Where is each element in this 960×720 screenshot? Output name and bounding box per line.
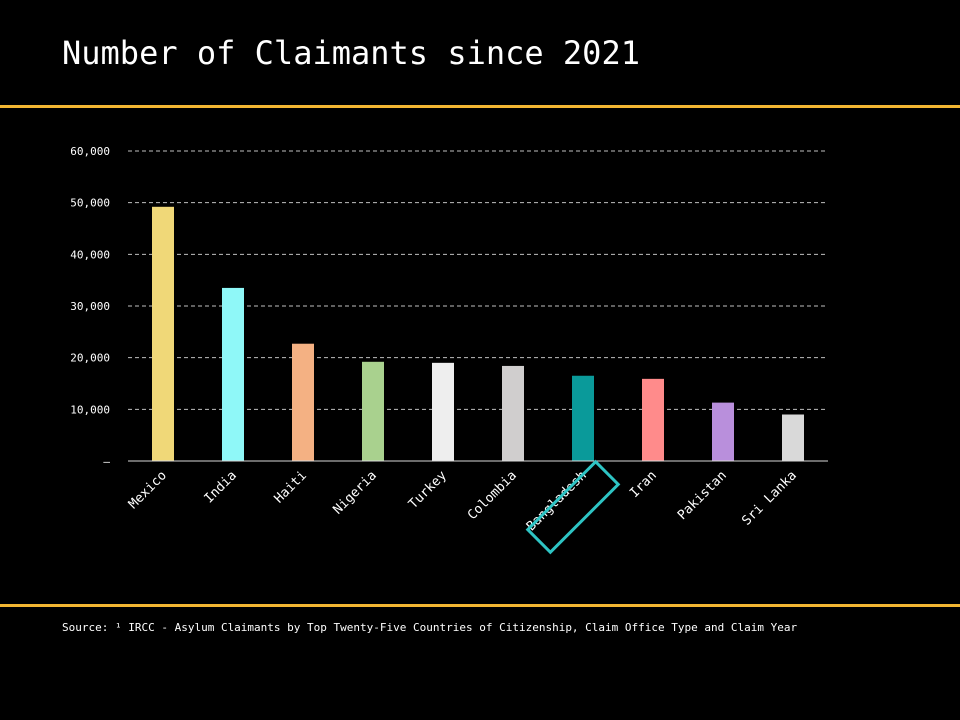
x-tick-label: Mexico <box>126 468 170 512</box>
y-tick-label: 30,000 <box>70 300 110 313</box>
y-tick-label: 50,000 <box>70 197 110 210</box>
gridlines <box>128 150 828 410</box>
x-tick-label: Sri Lanka <box>739 468 799 528</box>
y-tick-label: 20,000 <box>70 352 110 365</box>
x-tick-label: Haiti <box>272 468 310 506</box>
bar-haiti <box>292 343 314 461</box>
top-accent-rule <box>0 105 960 108</box>
x-tick-label: Iran <box>627 468 660 501</box>
bar-colombia <box>502 365 524 461</box>
chart-title: Number of Claimants since 2021 <box>62 34 640 72</box>
x-tick-label: Turkey <box>406 468 450 512</box>
bar-iran <box>642 378 664 461</box>
bar-nigeria <box>362 361 384 461</box>
bar-india <box>222 287 244 461</box>
x-tick-label: Colombia <box>465 468 520 523</box>
bar-mexico <box>152 206 174 461</box>
bar-sri-lanka <box>782 414 804 461</box>
bar-pakistan <box>712 402 734 461</box>
y-axis-tick-labels: – 10,000 20,000 30,000 40,000 50,000 60,000 <box>70 145 110 468</box>
bar-bangladesh <box>572 375 594 461</box>
bottom-accent-rule <box>0 604 960 607</box>
x-tick-label: Pakistan <box>675 468 730 523</box>
x-tick-label: India <box>202 468 240 506</box>
y-tick-label: 60,000 <box>70 145 110 158</box>
x-tick-label: Nigeria <box>330 468 379 517</box>
y-tick-label: 10,000 <box>70 403 110 416</box>
bars <box>152 206 804 461</box>
bar-turkey <box>432 362 454 461</box>
y-tick-label: – <box>103 455 110 468</box>
x-axis-category-labels: Mexico India Haiti Nigeria Turkey Colombia Ban… <box>126 468 800 534</box>
y-tick-label: 40,000 <box>70 248 110 261</box>
highlight-box <box>525 459 621 555</box>
source-note: Source: ¹ IRCC - Asylum Claimants by Top… <box>62 621 798 634</box>
